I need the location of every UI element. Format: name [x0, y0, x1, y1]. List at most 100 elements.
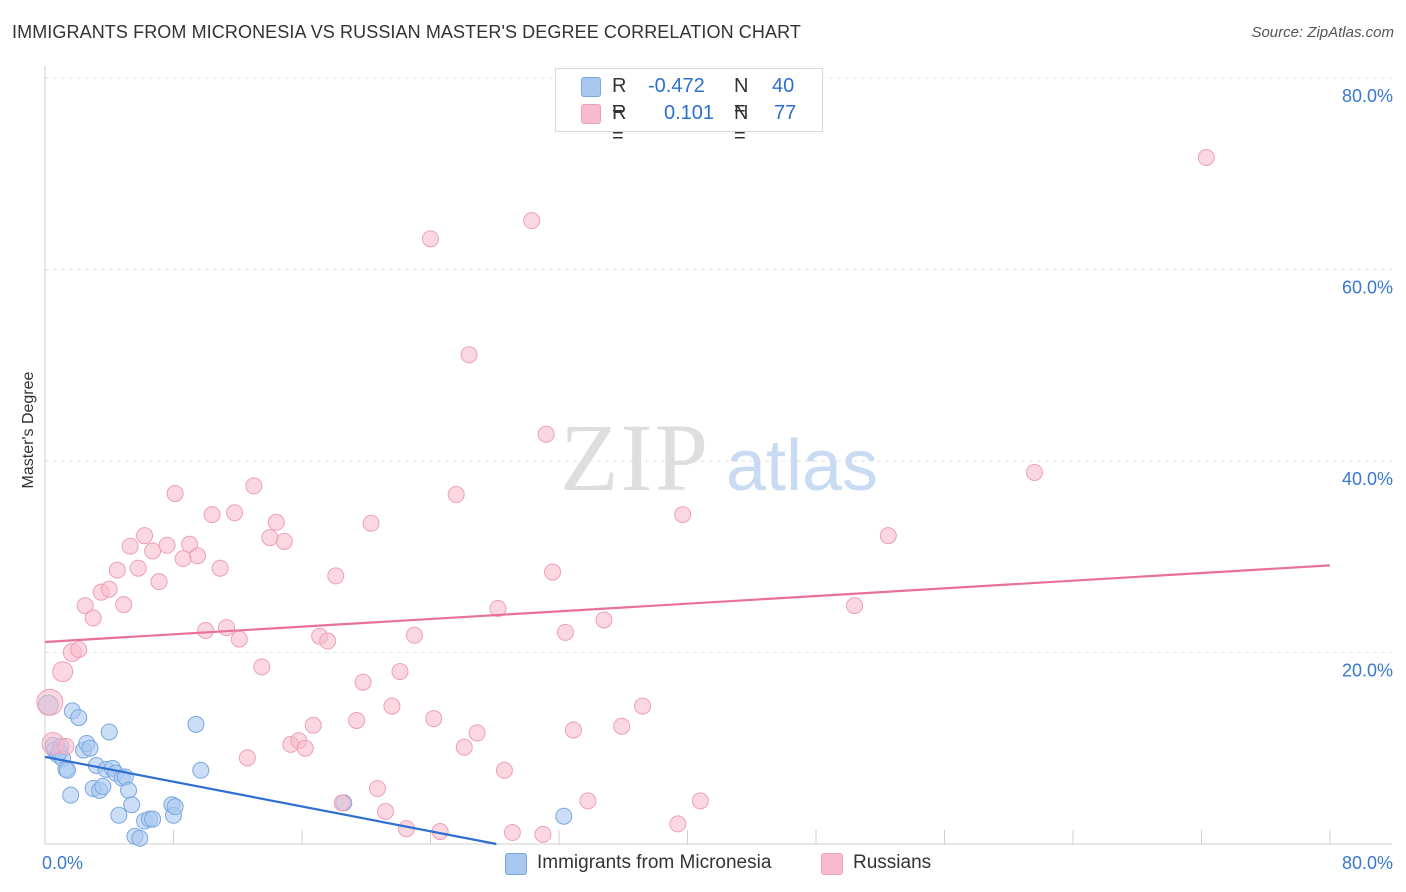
russians-point — [556, 623, 574, 641]
micronesia-point — [94, 778, 112, 796]
micronesia-point — [131, 829, 149, 847]
russians-point — [468, 724, 486, 742]
russians-point — [348, 711, 366, 729]
russians-point — [84, 609, 102, 627]
correlation-legend: R = -0.472 N = 40 R = 0.101 N = 77 — [555, 68, 823, 147]
russians-point — [189, 547, 207, 565]
russians-point — [150, 573, 168, 591]
russians-point — [846, 597, 864, 615]
russians-point — [362, 514, 380, 532]
russians-point — [534, 825, 552, 843]
data-points — [36, 148, 1215, 847]
micronesia-point — [166, 798, 184, 816]
russians-point — [261, 529, 279, 547]
x-tick-label: 0.0% — [42, 853, 83, 873]
russians-point — [166, 485, 184, 503]
russians-point — [579, 792, 597, 810]
russians-point — [52, 661, 74, 683]
y-tick-label: 40.0% — [1342, 469, 1393, 489]
tick-labels: 20.0% 40.0% 60.0% 80.0% 0.0% 80.0% — [42, 86, 1393, 873]
russians-point — [121, 537, 139, 555]
legend-swatch-russians — [581, 104, 601, 124]
axes — [44, 66, 1392, 845]
russians-point — [158, 536, 176, 554]
bottom-legend-swatch-micronesia — [505, 853, 527, 875]
watermark-zip: ZIP — [560, 404, 710, 511]
russians-point — [319, 632, 337, 650]
russians-point — [595, 611, 613, 629]
micronesia-point — [123, 796, 141, 814]
legend-r-value: 0.101 — [664, 102, 715, 124]
legend-n-value: 77 — [774, 102, 797, 124]
russians-point — [267, 513, 285, 531]
russians-point — [447, 486, 465, 504]
russians-point — [1025, 463, 1043, 481]
russians-point — [495, 761, 513, 779]
russians-point — [57, 737, 75, 755]
russians-point — [537, 425, 555, 443]
russians-point — [218, 619, 236, 637]
russians-point — [181, 535, 199, 553]
russians-trend-line — [44, 564, 1331, 644]
legend-r-value: -0.472 — [648, 75, 705, 97]
micronesia-point — [58, 761, 76, 779]
russians-point — [613, 717, 631, 735]
russians-point — [691, 792, 709, 810]
russians-point — [115, 596, 133, 614]
watermark: ZIP atlas — [560, 404, 878, 511]
source-credit: Source: ZipAtlas.com — [1251, 24, 1394, 41]
micronesia-point — [100, 723, 118, 741]
russians-point — [455, 738, 473, 756]
russians-point — [304, 716, 322, 734]
legend-swatch-micronesia — [581, 77, 601, 97]
watermark-atlas: atlas — [726, 426, 878, 506]
russians-point — [108, 561, 126, 579]
russians-point — [100, 580, 118, 598]
russians-point — [203, 506, 221, 524]
micronesia-trend-line — [44, 755, 497, 846]
russians-point — [544, 563, 562, 581]
russians-point — [460, 346, 478, 364]
bottom-legend-label-micronesia: Immigrants from Micronesia — [537, 852, 772, 873]
micronesia-point — [81, 739, 99, 757]
russians-point — [296, 739, 314, 757]
russians-point — [245, 477, 263, 495]
russians-point — [564, 721, 582, 739]
russians-point — [36, 688, 64, 716]
russians-point — [674, 506, 692, 524]
russians-point — [489, 599, 507, 617]
russians-point — [634, 697, 652, 715]
y-tick-label: 20.0% — [1342, 661, 1393, 681]
russians-point — [1197, 148, 1215, 166]
legend-n-label: N = — [734, 75, 749, 120]
russians-point — [368, 779, 386, 797]
russians-point — [354, 673, 372, 691]
micronesia-point — [120, 781, 138, 799]
y-tick-label: 60.0% — [1342, 278, 1393, 298]
y-axis-label-wrap: Master's Degree — [16, 330, 42, 530]
russians-point — [523, 212, 541, 230]
legend-r-label: R = — [612, 102, 627, 147]
micronesia-point — [144, 810, 162, 828]
x-tick-label: 80.0% — [1342, 853, 1393, 873]
micronesia-point — [192, 761, 210, 779]
micronesia-point — [187, 715, 205, 733]
russians-point — [174, 550, 192, 568]
russians-point — [391, 663, 409, 681]
legend-n-label: N = — [734, 102, 749, 147]
russians-point — [425, 710, 443, 728]
russians-point — [197, 621, 215, 639]
y-axis-label: Master's Degree — [20, 371, 37, 489]
legend-n-value: 40 — [772, 75, 795, 97]
russians-point — [230, 630, 248, 648]
russians-point — [144, 542, 162, 560]
russians-point — [70, 641, 88, 659]
russians-point — [383, 697, 401, 715]
trend-lines — [44, 564, 1331, 846]
micronesia-point — [110, 806, 128, 824]
micronesia-point — [555, 807, 573, 825]
russians-point — [253, 658, 271, 676]
chart-title: IMMIGRANTS FROM MICRONESIA VS RUSSIAN MA… — [12, 22, 801, 42]
micronesia-point — [62, 786, 80, 804]
